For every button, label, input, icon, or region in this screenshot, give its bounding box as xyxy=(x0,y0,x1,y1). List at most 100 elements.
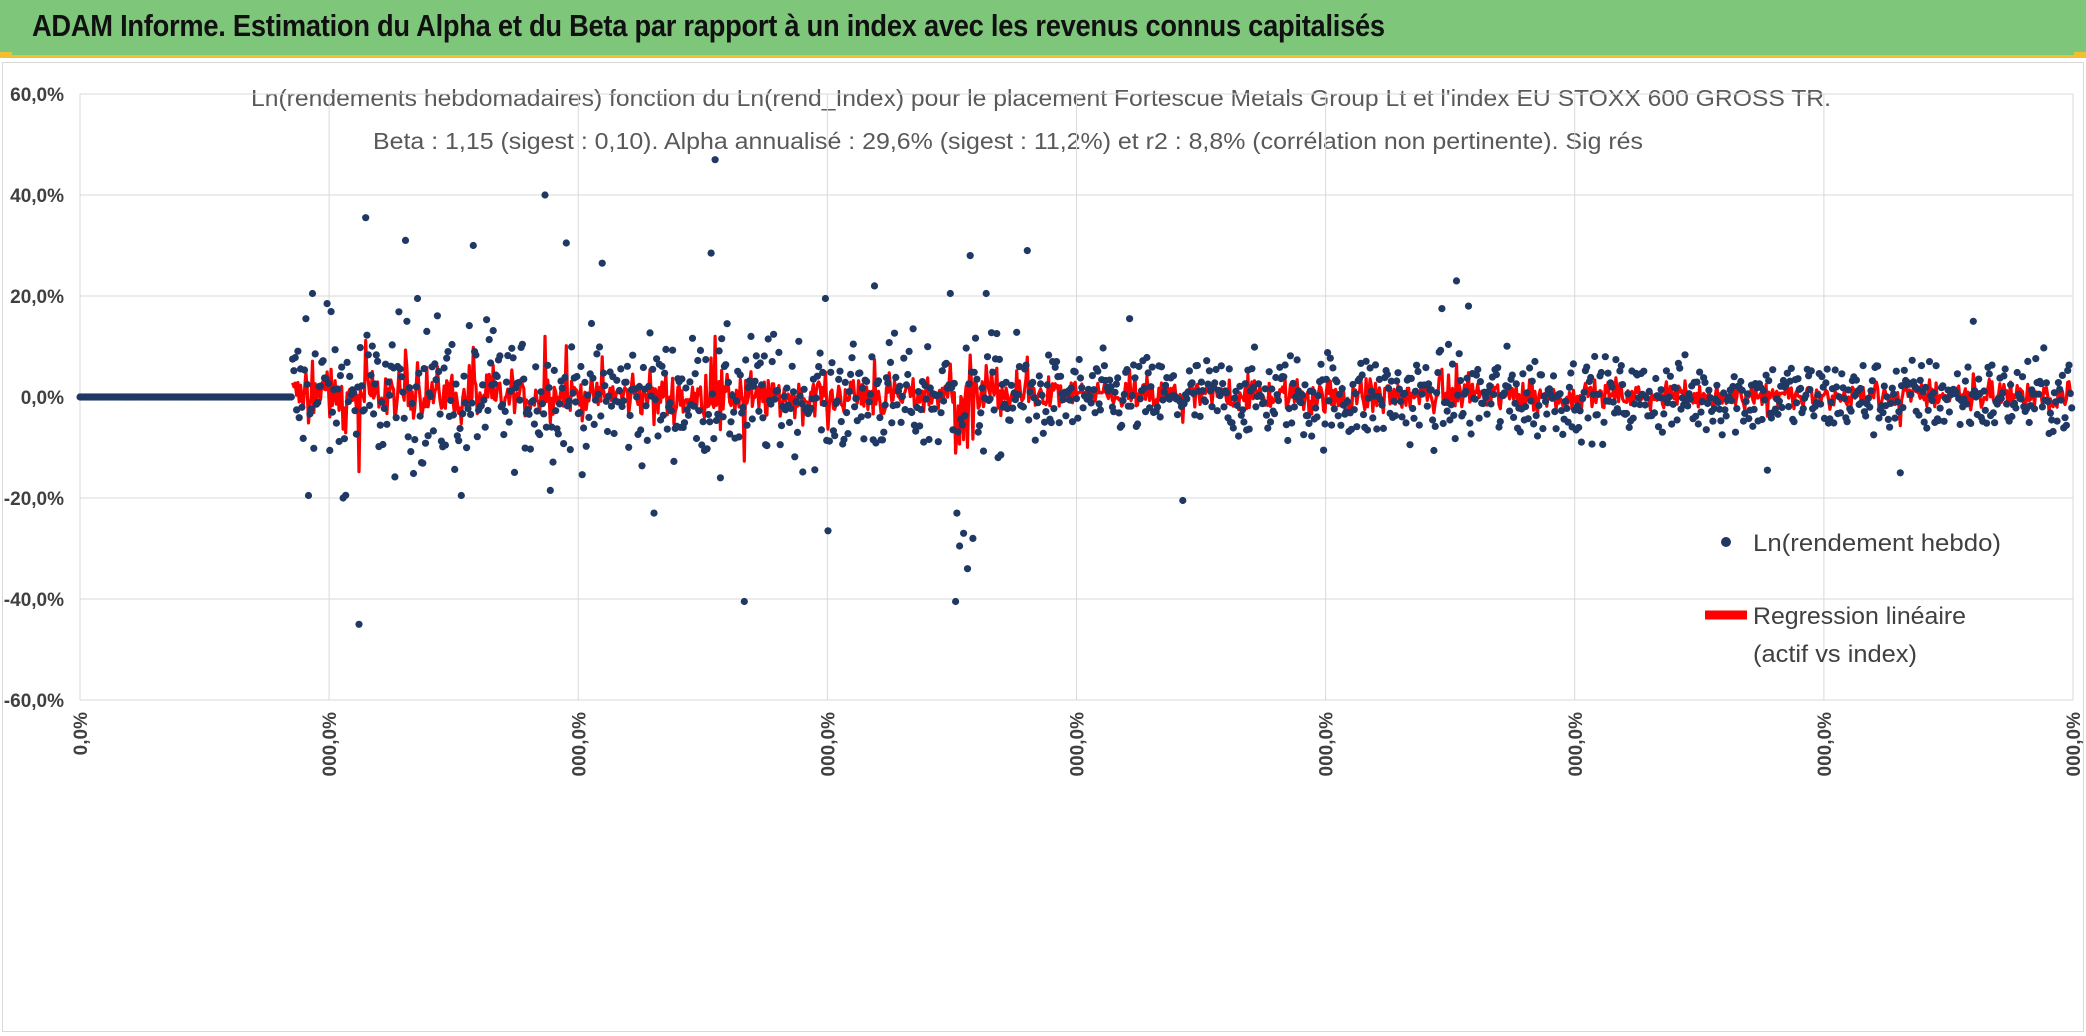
data-point xyxy=(1353,423,1361,431)
data-point xyxy=(892,373,900,381)
data-point xyxy=(1127,402,1135,410)
data-point xyxy=(465,322,473,330)
data-point xyxy=(1313,413,1321,421)
data-point xyxy=(910,421,919,429)
data-point xyxy=(558,384,566,392)
data-point xyxy=(1418,390,1426,398)
data-point xyxy=(1989,409,1997,417)
data-point xyxy=(816,349,824,357)
data-point xyxy=(1936,404,1944,412)
y-axis-ticks: 60,0% 40,0% 20,0% 0,0% -20,0% -40,0% -60,0% xyxy=(4,85,64,712)
data-point xyxy=(1716,405,1724,413)
data-point xyxy=(441,441,449,449)
data-point xyxy=(1041,418,1049,426)
data-point xyxy=(485,336,493,344)
data-point xyxy=(1270,410,1279,418)
data-point xyxy=(780,392,788,400)
data-point xyxy=(1196,412,1204,420)
data-point xyxy=(885,339,893,347)
data-point xyxy=(1506,407,1514,415)
data-point xyxy=(1528,377,1536,385)
data-point xyxy=(581,378,589,386)
data-point xyxy=(835,375,843,383)
data-point xyxy=(1729,382,1737,391)
data-point xyxy=(787,404,795,413)
data-point xyxy=(1890,390,1898,398)
data-point xyxy=(424,432,432,440)
data-point xyxy=(1765,377,1773,385)
data-point xyxy=(888,419,896,427)
data-point xyxy=(469,241,477,250)
data-point xyxy=(859,384,867,392)
data-point xyxy=(603,427,612,436)
data-point xyxy=(332,419,340,427)
data-point xyxy=(1794,375,1802,383)
data-point xyxy=(828,359,836,367)
data-point xyxy=(1074,414,1082,422)
data-point xyxy=(295,414,303,422)
data-point xyxy=(1737,377,1745,386)
data-point xyxy=(1887,399,1895,407)
data-point xyxy=(880,428,888,436)
data-point xyxy=(1640,367,1648,375)
data-point xyxy=(643,436,651,444)
data-point xyxy=(651,396,659,404)
data-point xyxy=(1390,397,1398,405)
data-point xyxy=(1588,440,1596,448)
data-point xyxy=(1333,378,1341,386)
data-point xyxy=(1928,397,1936,405)
data-point xyxy=(1579,395,1587,403)
data-point xyxy=(1100,362,1108,370)
x-tick-label: 0,0% xyxy=(71,712,92,755)
data-point xyxy=(938,367,946,375)
data-point xyxy=(1229,424,1237,432)
data-point xyxy=(1007,381,1016,389)
data-point xyxy=(368,342,376,350)
data-point xyxy=(1983,419,1991,427)
data-point xyxy=(1308,432,1316,440)
data-point xyxy=(1429,416,1437,424)
data-point xyxy=(566,446,574,454)
data-point xyxy=(691,370,699,378)
data-point xyxy=(545,384,553,392)
data-point xyxy=(1856,384,1864,393)
data-point xyxy=(2024,357,2032,365)
data-point xyxy=(711,156,719,164)
data-point xyxy=(1075,355,1083,364)
data-point xyxy=(1281,361,1289,369)
data-point xyxy=(642,402,650,410)
data-point xyxy=(658,362,666,370)
y-tick-label: -20,0% xyxy=(4,489,64,510)
data-point xyxy=(1173,411,1182,419)
data-point xyxy=(536,431,544,439)
x-tick-label: 000,0% xyxy=(569,712,590,777)
data-point xyxy=(1366,364,1374,372)
data-point xyxy=(532,363,540,371)
data-point xyxy=(1053,358,1061,366)
data-point xyxy=(483,316,491,324)
data-point xyxy=(1981,406,1989,414)
data-point xyxy=(1589,390,1597,398)
data-point xyxy=(953,509,961,517)
data-point xyxy=(1185,367,1193,375)
data-point xyxy=(788,362,796,370)
data-point xyxy=(1091,409,1099,417)
data-point xyxy=(538,400,547,408)
data-point xyxy=(1730,373,1738,381)
data-point xyxy=(1034,399,1042,407)
data-point xyxy=(617,365,625,373)
data-point xyxy=(925,435,933,444)
data-point xyxy=(1625,423,1633,431)
data-point xyxy=(1183,395,1191,403)
data-point xyxy=(1002,378,1010,386)
data-point xyxy=(1820,414,1829,422)
data-point xyxy=(690,402,698,410)
data-point xyxy=(1900,366,1908,374)
data-point xyxy=(1952,388,1960,396)
data-point xyxy=(799,468,807,476)
data-point xyxy=(473,433,481,441)
data-point xyxy=(900,354,908,362)
data-point xyxy=(590,420,598,428)
data-point xyxy=(290,367,298,375)
data-point xyxy=(1250,343,1259,351)
